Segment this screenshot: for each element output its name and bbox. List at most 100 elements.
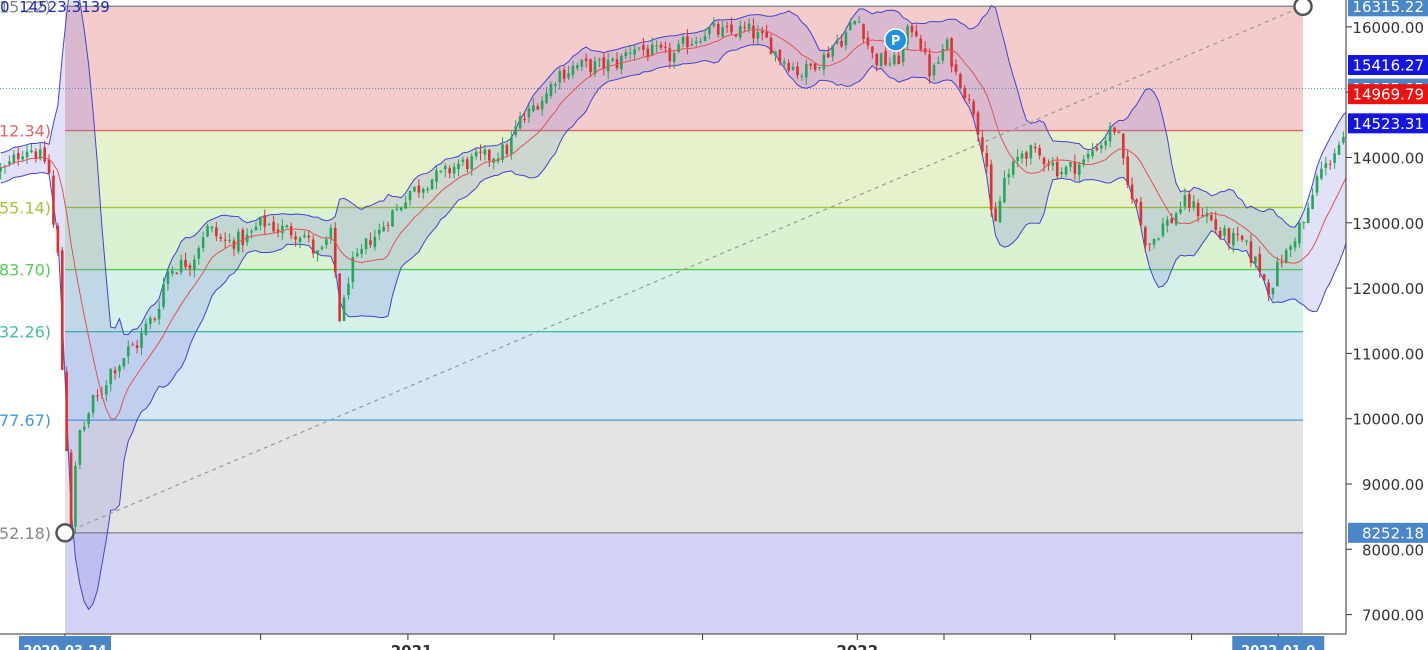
candle-body xyxy=(769,37,773,55)
candle-body xyxy=(875,53,879,66)
candle-body xyxy=(1007,174,1011,178)
candle-body xyxy=(549,83,553,97)
candle-body xyxy=(523,118,526,120)
y-tick-label: 7000.00 xyxy=(1362,607,1424,625)
candle-body xyxy=(1069,162,1072,167)
candle-body xyxy=(959,74,962,89)
candle-body xyxy=(1342,136,1345,143)
candle-body xyxy=(1130,184,1134,200)
candle-body xyxy=(615,59,619,68)
candle-body xyxy=(1003,177,1006,203)
candle-body xyxy=(1223,228,1226,236)
x-tag-label: 2022-01-0 xyxy=(1241,644,1315,650)
header-prefix: 0 xyxy=(0,0,10,16)
candle-body xyxy=(1047,163,1050,166)
candle-body xyxy=(210,226,214,229)
candle-body xyxy=(289,226,293,236)
candle-body xyxy=(708,26,711,35)
candle-body xyxy=(364,238,368,250)
candle-body xyxy=(686,36,689,48)
candle-body xyxy=(994,208,997,222)
header-readout: 0 14523.3139 xyxy=(0,0,110,16)
candle-body xyxy=(976,112,980,135)
candle-body xyxy=(1025,152,1028,159)
candle-body xyxy=(157,308,161,320)
candle-body xyxy=(1337,144,1341,155)
candle-body xyxy=(593,61,597,74)
candle-body xyxy=(60,250,64,370)
candle-body xyxy=(1086,153,1090,158)
candle-body xyxy=(906,26,909,45)
y-tick-label: 8000.00 xyxy=(1362,541,1424,559)
candle-body xyxy=(96,395,99,397)
candle-body xyxy=(69,452,73,527)
x-tick-label: 2022 xyxy=(836,642,878,650)
candle-body xyxy=(1139,201,1143,226)
candle-body xyxy=(1328,163,1332,165)
candle-body xyxy=(452,166,456,174)
candle-body xyxy=(1196,202,1200,217)
candle-body xyxy=(827,53,830,58)
candle-body xyxy=(985,152,989,167)
price-tag-label: 14523.31 xyxy=(1352,115,1424,133)
fib-band xyxy=(65,6,1303,131)
candle-body xyxy=(545,93,548,104)
candle-body xyxy=(113,370,117,374)
price-tags: 16315.2215416.2715055.0514969.7914523.31… xyxy=(1348,0,1428,543)
candle-body xyxy=(87,413,90,425)
candle-body xyxy=(1038,148,1041,156)
candle-body xyxy=(782,61,786,64)
candle-body xyxy=(967,99,971,101)
candle-body xyxy=(65,371,68,452)
candle-body xyxy=(382,226,385,232)
candle-body xyxy=(34,151,38,159)
y-tick-label: 16000.00 xyxy=(1352,19,1424,37)
candle-body xyxy=(734,34,738,37)
candle-body xyxy=(628,52,632,54)
candle-body xyxy=(677,44,680,53)
candle-body xyxy=(285,225,289,228)
trendline-dashed xyxy=(64,5,1304,534)
candle-body xyxy=(809,63,813,66)
trendline-end-handle xyxy=(1293,0,1313,17)
candle-body xyxy=(752,25,755,39)
candle-body xyxy=(179,259,183,273)
trendline-start-handle xyxy=(55,523,75,543)
candlestick-series xyxy=(0,16,1428,534)
candle-body xyxy=(298,237,302,242)
candle-body xyxy=(488,149,491,161)
candle-body xyxy=(760,30,764,34)
candle-body xyxy=(483,149,487,155)
candle-body xyxy=(82,426,86,430)
candle-body xyxy=(1333,153,1336,163)
candle-body xyxy=(91,394,95,413)
candle-body xyxy=(972,101,975,115)
candle-body xyxy=(479,151,482,153)
candle-body xyxy=(928,54,931,77)
candle-body xyxy=(430,179,434,190)
candle-body xyxy=(215,227,218,237)
fib-label: 32.26) xyxy=(0,323,51,342)
candle-body xyxy=(56,225,60,253)
moving-average-line xyxy=(0,29,1428,420)
candle-body xyxy=(316,250,319,254)
candle-body xyxy=(1293,241,1297,248)
candle-body xyxy=(664,47,667,49)
candle-body xyxy=(879,53,883,67)
fib-label: 52.18) xyxy=(0,524,51,543)
candle-body xyxy=(725,25,729,27)
fib-level-labels: 15.22) 12.34) 55.14) 83.70) 32.26) 77.67) 52.1… xyxy=(0,0,51,543)
candle-body xyxy=(144,323,148,335)
candle-body xyxy=(536,106,540,110)
candle-body xyxy=(1060,172,1063,175)
candle-body xyxy=(950,38,953,67)
candle-body xyxy=(30,150,33,152)
x-tag-box xyxy=(1232,636,1325,650)
candle-body xyxy=(1104,140,1107,146)
candle-body xyxy=(1201,215,1204,217)
candle-body xyxy=(1249,241,1253,263)
candle-body xyxy=(554,84,557,86)
candle-body xyxy=(778,49,782,62)
candle-body xyxy=(38,149,42,159)
candle-body xyxy=(162,283,165,308)
